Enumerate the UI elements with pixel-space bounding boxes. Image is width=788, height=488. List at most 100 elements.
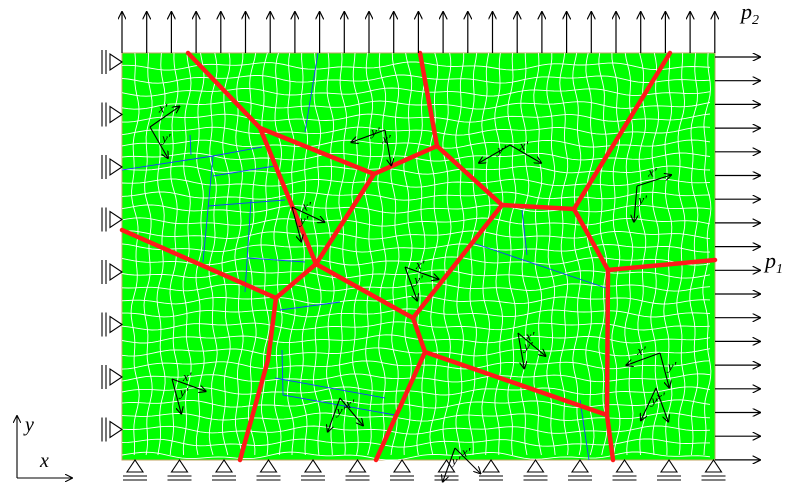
grain-axis-triad (149, 106, 180, 158)
roller-support-icon (109, 210, 123, 229)
mesh-line-vertical (676, 53, 686, 456)
mesh-line-vertical (468, 52, 478, 456)
grain-axis-x-arrow (509, 144, 541, 163)
grain-axis-y-arrow (328, 397, 341, 432)
pin-support-icon (615, 459, 634, 473)
pin-support-icon (348, 459, 367, 473)
roller-support-icon (109, 157, 123, 177)
grain-axis-y-arrow (517, 332, 524, 369)
pin-support-icon (481, 459, 501, 473)
pin-support-icon (125, 459, 145, 473)
mesh-line-horizontal (121, 282, 711, 292)
grain-axis-y-label: y' (636, 192, 647, 207)
grain-axis-x-label: x' (381, 132, 391, 147)
mesh-line-horizontal (121, 87, 711, 97)
mesh-line-horizontal (121, 152, 711, 162)
pin-support-icon (526, 459, 545, 473)
mesh-line-vertical (520, 52, 530, 456)
grain-axis-x-arrow (171, 378, 206, 391)
mesh-line-vertical (299, 52, 309, 456)
grain-local-axes: x'y' x'y'x'y'x'y'x'y'x'y'x'y'x'y'x'y'x'y'… (149, 101, 676, 482)
grain-axis-x-arrow (517, 332, 546, 356)
grain-axis-x-arrow (454, 447, 481, 474)
mesh-line-vertical (338, 52, 348, 456)
mesh-line-horizontal (122, 308, 711, 318)
mesh-line-horizontal (121, 334, 711, 344)
grain-axis-x-arrow (384, 129, 391, 166)
mesh-line-horizontal (121, 178, 711, 188)
grain-axis-y-arrow (291, 206, 301, 242)
grain-axis-y-label: y' (649, 392, 660, 407)
mesh-line-horizontal (121, 217, 711, 227)
grain-axis-y-label: y' (522, 339, 533, 354)
pin-support-icon (392, 459, 412, 473)
grain-axis-x-label: x' (647, 164, 657, 179)
grain-axis-y-label: y' (298, 212, 309, 227)
mesh-line-horizontal (121, 347, 711, 357)
grain-axis-triad (517, 332, 546, 369)
mesh-line-vertical (442, 52, 452, 456)
mesh-line-vertical (689, 52, 699, 456)
pin-support-icon (214, 459, 234, 473)
pin-support-icon (170, 459, 189, 473)
axis-x-label: x (39, 450, 49, 472)
mesh-line-vertical (221, 52, 231, 456)
left-roller-supports (101, 50, 123, 442)
mesh-line-horizontal (121, 412, 711, 422)
grain-axis-y-label: y' (160, 131, 171, 146)
roller-support-icon (109, 262, 123, 282)
mesh-line-horizontal (121, 165, 711, 175)
roller-support-icon (109, 367, 123, 387)
axis-y-label: y (23, 414, 34, 436)
mesh-line-vertical (390, 52, 400, 456)
grain-axis-y-arrow (479, 144, 511, 163)
grain-axis-triad (479, 144, 541, 163)
grain-axis-y-label: y' (178, 384, 189, 399)
grain-axis-triad (626, 352, 669, 388)
mesh-line-vertical (377, 52, 387, 456)
mesh-line-horizontal (121, 230, 711, 240)
pin-support-icon (659, 459, 679, 473)
mesh-line-vertical (650, 52, 660, 456)
subgrain-lines (121, 52, 607, 461)
grain-axis-triad (404, 266, 439, 301)
bottom-pin-supports (123, 459, 726, 481)
grain-axis-x-label: x' (415, 257, 425, 272)
grain-axis-x-arrow (149, 106, 180, 128)
grain-axis-triad (634, 175, 671, 222)
grain-axis-triad (171, 378, 206, 414)
grain-axis-y-label: y' (495, 142, 506, 157)
grain-axis-x-arrow (655, 387, 668, 422)
top-load-arrows (122, 12, 715, 53)
grain-axis-y-label: y' (335, 403, 346, 418)
grain-axis-x-label: x' (636, 343, 646, 358)
pin-support-icon (570, 459, 590, 473)
mesh-line-horizontal (121, 204, 711, 214)
mesh-line-horizontal (121, 256, 711, 266)
grain-axis-y-label: y' (369, 124, 380, 139)
global-axes (17, 416, 72, 478)
mesh-line-horizontal (121, 425, 711, 435)
grain-axis-x-label: x' (461, 445, 471, 460)
mesh-line-vertical (143, 52, 153, 456)
mesh-line-vertical (585, 52, 595, 456)
pin-support-icon (259, 459, 278, 473)
mesh-line-horizontal (121, 191, 711, 201)
grain-axis-y-arrow (149, 126, 168, 158)
grain-axis-x-label: x' (519, 138, 529, 153)
roller-support-icon (109, 315, 123, 334)
grain-axis-y-arrow (641, 387, 657, 421)
mesh-line-horizontal (122, 61, 711, 71)
mesh-line-horizontal (121, 243, 710, 253)
grain-axis-x-label: x' (301, 199, 311, 214)
mesh-line-vertical (208, 52, 218, 456)
grain-axis-triad (443, 447, 481, 482)
mesh-line-horizontal (121, 100, 711, 110)
grain-axis-y-label: y' (450, 453, 461, 468)
grain-axis-x-label: x' (182, 369, 192, 384)
mesh-line-vertical (364, 52, 374, 456)
mesh-line-vertical (273, 52, 283, 456)
grain-axis-y-arrow (659, 352, 669, 388)
mesh-line-horizontal (121, 74, 711, 84)
grain-axis-y-arrow (443, 447, 456, 482)
